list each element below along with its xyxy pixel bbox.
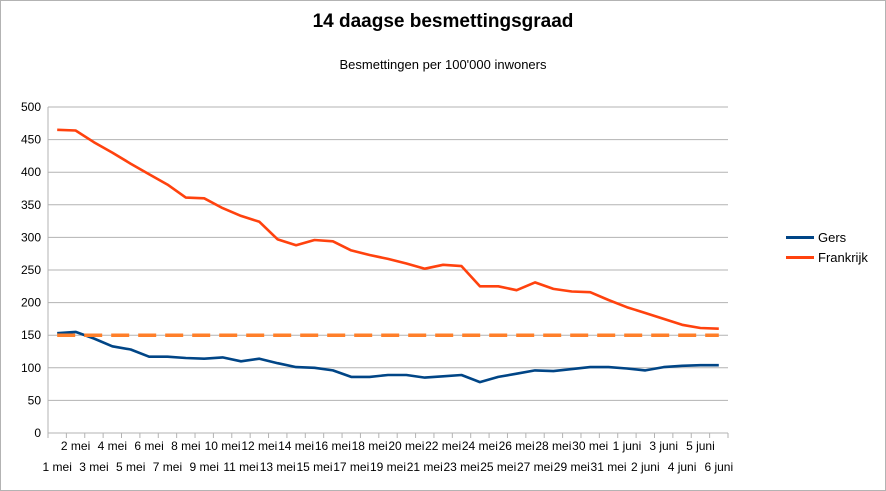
x-tick-label: 30 mei [572,439,608,453]
y-tick-label: 200 [21,296,41,310]
x-tick-label: 6 mei [134,439,163,453]
series-line-frankrijk [57,128,719,330]
chart-title: 14 daagse besmettingsgraad [312,11,574,32]
x-tick-label: 1 mei [43,460,72,474]
x-tick-label: 5 mei [116,460,145,474]
y-tick-label: 400 [21,165,41,179]
x-tick-label: 23 mei [443,460,479,474]
x-tick-label: 9 mei [190,460,219,474]
x-tick-label: 27 mei [517,460,553,474]
x-tick-label: 2 juni [631,460,660,474]
x-tick-label: 17 mei [333,460,369,474]
x-tick-label: 25 mei [480,460,516,474]
legend-label-gers: Gers [818,229,847,245]
x-tick-label: 16 mei [315,439,351,453]
x-tick-label: 20 mei [388,439,424,453]
legend-item-gers: Gers [786,227,868,247]
x-tick-label: 24 mei [462,439,498,453]
y-tick-label: 100 [21,361,41,375]
x-tick-label: 8 mei [171,439,200,453]
x-tick-label: 29 mei [554,460,590,474]
legend: Gers Frankrijk [786,227,868,267]
legend-swatch-gers [786,235,814,239]
y-tick-label: 0 [34,426,41,440]
y-tick-label: 500 [21,100,41,114]
legend-label-frankrijk: Frankrijk [818,249,868,265]
x-tick-label: 5 juni [686,439,715,453]
x-tick-label: 4 mei [98,439,127,453]
x-tick-label: 7 mei [153,460,182,474]
y-tick-label: 50 [28,393,42,407]
x-tick-label: 2 mei [61,439,90,453]
x-tick-label: 26 mei [499,439,535,453]
x-tick-label: 18 mei [352,439,388,453]
chart-subtitle: Besmettingen per 100'000 inwoners [339,57,547,72]
series-line-gers [57,330,719,384]
x-tick-label: 21 mei [407,460,443,474]
x-tick-label: 19 mei [370,460,406,474]
x-tick-label: 1 juni [613,439,642,453]
legend-swatch-frankrijk [786,255,814,259]
y-tick-label: 250 [21,263,41,277]
x-tick-label: 13 mei [260,460,296,474]
legend-item-frankrijk: Frankrijk [786,247,868,267]
x-tick-label: 3 mei [79,460,108,474]
y-tick-label: 350 [21,198,41,212]
x-tick-label: 3 juni [649,439,678,453]
x-tick-label: 12 mei [241,439,277,453]
y-tick-label: 150 [21,328,41,342]
x-tick-label: 10 mei [205,439,241,453]
x-tick-label: 31 mei [591,460,627,474]
x-tick-label: 22 mei [425,439,461,453]
x-tick-label: 4 juni [668,460,697,474]
y-tick-label: 300 [21,230,41,244]
x-tick-label: 14 mei [278,439,314,453]
x-tick-label: 6 juni [704,460,733,474]
x-tick-label: 11 mei [223,460,258,474]
y-tick-label: 450 [21,133,41,147]
x-tick-label: 28 mei [535,439,571,453]
x-tick-label: 15 mei [296,460,332,474]
